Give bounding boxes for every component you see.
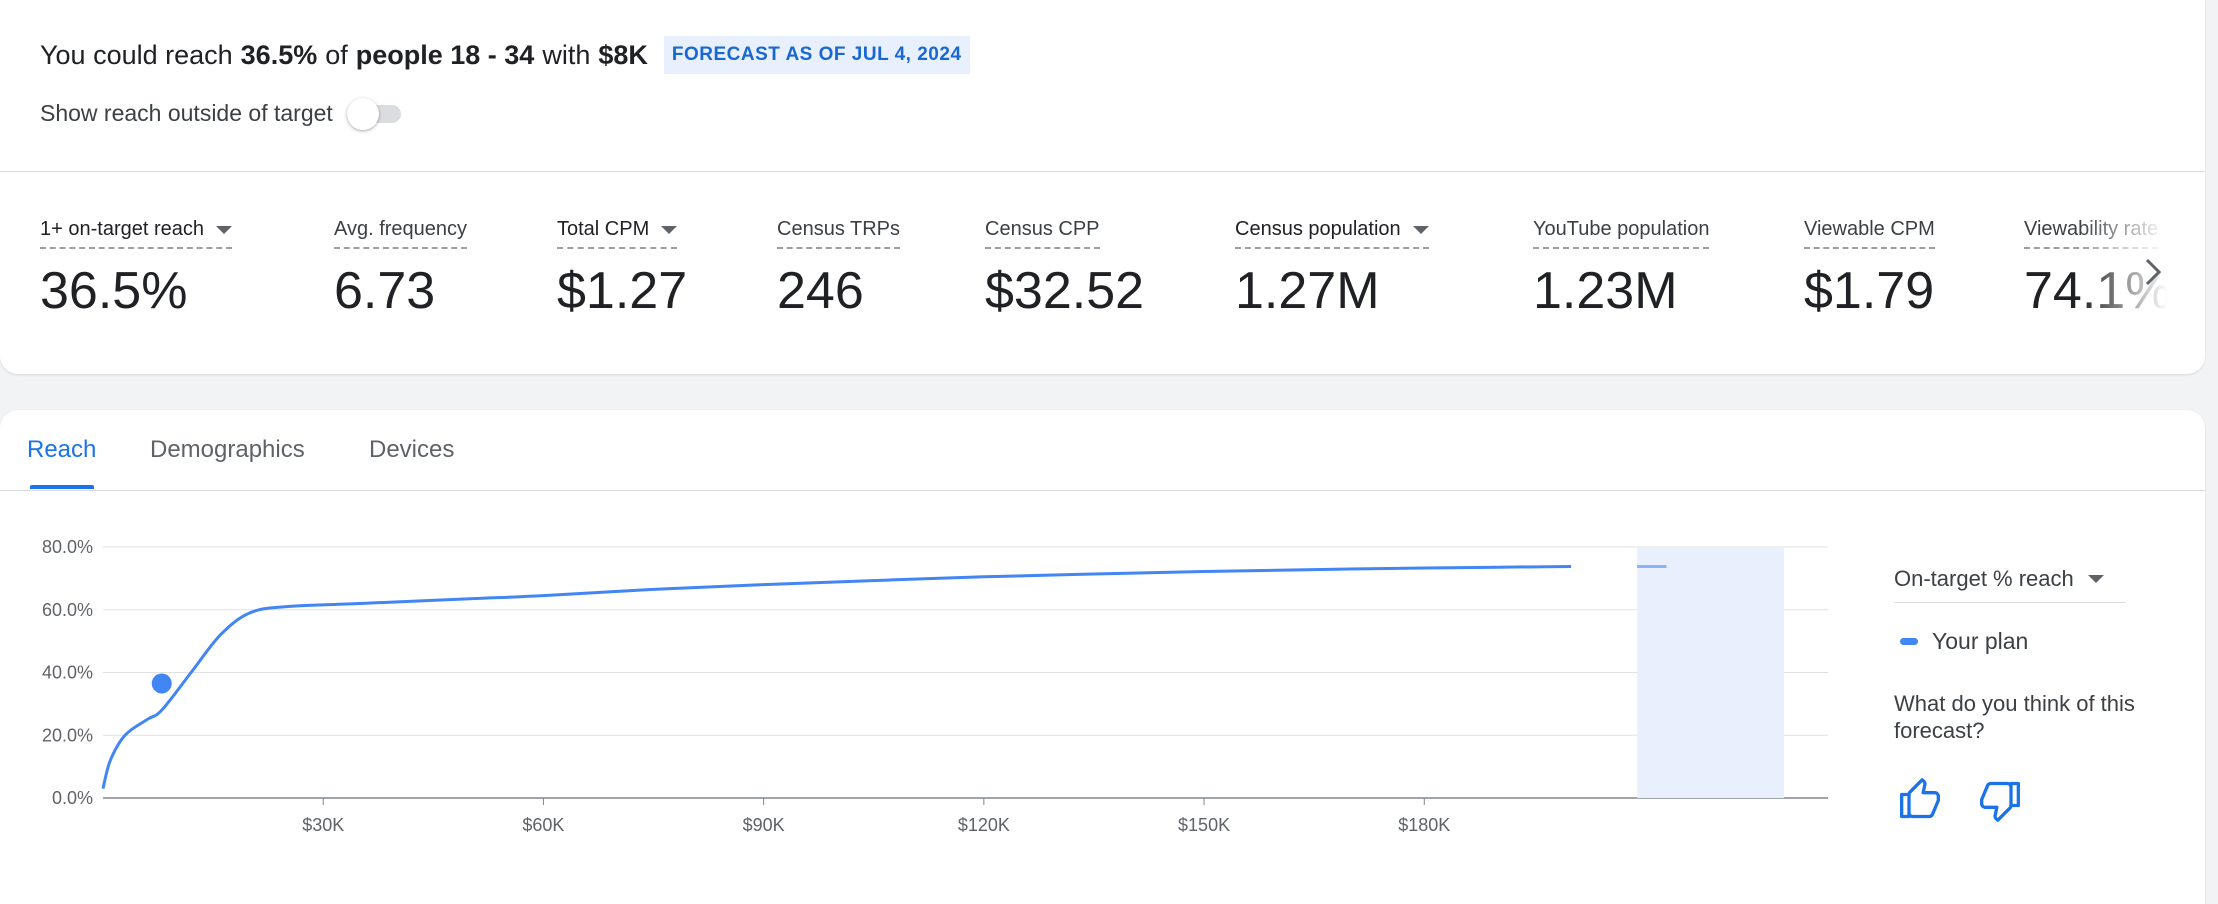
current-plan-point[interactable] — [151, 673, 172, 694]
chart-metric-selector[interactable]: On-target % reach — [1894, 556, 2126, 603]
headline-audience: people 18 - 34 — [355, 39, 535, 70]
metric-value: 36.5% — [40, 262, 188, 320]
legend-swatch — [1900, 638, 1918, 645]
summary-divider — [0, 171, 2205, 172]
metric-census-trps: Census TRPs 246 — [777, 218, 901, 321]
metrics-overflow-fade — [2080, 205, 2205, 345]
toggle-knob — [346, 98, 379, 130]
metric-value: 1.27M — [1235, 262, 1380, 320]
metric-on-target-reach-selector[interactable]: 1+ on-target reach — [40, 218, 232, 249]
metric-value: 1.23M — [1533, 262, 1678, 320]
forecast-highlight-band — [1637, 547, 1784, 798]
headline-budget: $8K — [598, 39, 648, 70]
metric-value: $32.52 — [985, 262, 1145, 320]
metric-label: Census population — [1235, 218, 1401, 240]
forecast-summary-card — [0, 0, 2205, 374]
metric-value: $1.79 — [1804, 262, 1935, 320]
metric-census-cpp: Census CPP $32.52 — [985, 218, 1144, 321]
thumb-down-icon[interactable] — [1978, 778, 2022, 822]
metric-label[interactable]: Census CPP — [985, 218, 1100, 249]
chart-metric-selector-label: On-target % reach — [1894, 566, 2074, 591]
headline-of: of — [325, 39, 348, 70]
metric-total-cpm-selector[interactable]: Total CPM — [557, 218, 678, 249]
metric-label[interactable]: Avg. frequency — [334, 218, 468, 249]
caret-down-icon — [2087, 575, 2104, 583]
y-tick-label: 40.0% — [42, 663, 93, 683]
y-tick-label: 0.0% — [52, 788, 93, 808]
caret-down-icon — [1412, 225, 1429, 234]
feedback-question: What do you think of this forecast? — [1894, 691, 2135, 743]
metric-label[interactable]: Census TRPs — [777, 218, 901, 249]
caret-down-icon — [216, 225, 232, 234]
forecast-date-badge: FORECAST AS OF JUL 4, 2024 — [663, 36, 970, 74]
x-tick-label: $60K — [522, 815, 564, 835]
metric-label: 1+ on-target reach — [40, 218, 204, 240]
forecast-chart-card — [0, 410, 2205, 904]
metric-value: $1.27 — [557, 262, 688, 320]
metric-value: 246 — [777, 262, 864, 320]
reach-outside-target-row: Show reach outside of target — [40, 95, 403, 131]
series-line-your-plan — [101, 564, 1572, 789]
chevron-right-icon[interactable] — [2138, 254, 2168, 290]
tabs-divider — [0, 490, 2205, 491]
metric-youtube-population: YouTube population 1.23M — [1533, 218, 1710, 321]
reach-chart: 0.0% 20.0% 40.0% 60.0% 80.0% $30K $60K $90K $12… — [42, 537, 1828, 835]
x-tick-label: $30K — [302, 815, 344, 835]
metric-label[interactable]: Viewable CPM — [1804, 218, 1935, 249]
y-tick-label: 20.0% — [42, 725, 93, 745]
x-tick-label: $150K — [1178, 815, 1230, 835]
legend-your-plan: Your plan — [1900, 628, 2028, 655]
y-tick-label: 60.0% — [42, 600, 93, 620]
active-tab-indicator — [30, 485, 94, 489]
headline-with: with — [542, 39, 591, 70]
reach-outside-target-label: Show reach outside of target — [40, 99, 333, 126]
metric-total-cpm: Total CPM $1.27 — [557, 218, 687, 321]
metric-label: Total CPM — [557, 218, 650, 240]
legend-label: Your plan — [1932, 628, 2029, 654]
metric-on-target-reach: 1+ on-target reach 36.5% — [40, 218, 232, 321]
headline-prefix: You could reach — [40, 39, 233, 70]
metric-label[interactable]: YouTube population — [1533, 218, 1710, 249]
metric-census-population: Census population 1.27M — [1235, 218, 1429, 321]
x-tick-label: $120K — [958, 815, 1010, 835]
tab-devices[interactable]: Devices — [369, 436, 455, 463]
tab-reach[interactable]: Reach — [27, 436, 97, 463]
headline-reach-value: 36.5% — [240, 39, 318, 70]
x-tick-label: $180K — [1398, 815, 1450, 835]
tab-demographics[interactable]: Demographics — [150, 436, 305, 463]
metric-viewable-cpm: Viewable CPM $1.79 — [1804, 218, 1935, 321]
metric-avg-frequency: Avg. frequency 6.73 — [334, 218, 468, 321]
caret-down-icon — [661, 225, 678, 234]
reach-outside-target-toggle[interactable] — [346, 95, 403, 131]
thumb-up-icon[interactable] — [1898, 778, 1942, 822]
metric-value: 6.73 — [334, 262, 436, 320]
x-tick-label: $90K — [743, 815, 785, 835]
reach-headline: You could reach 36.5% of people 18 - 34 … — [40, 36, 970, 74]
y-tick-label: 80.0% — [42, 537, 93, 557]
metric-census-population-selector[interactable]: Census population — [1235, 218, 1429, 249]
chart-tabs: Reach Demographics Devices — [0, 410, 2205, 492]
